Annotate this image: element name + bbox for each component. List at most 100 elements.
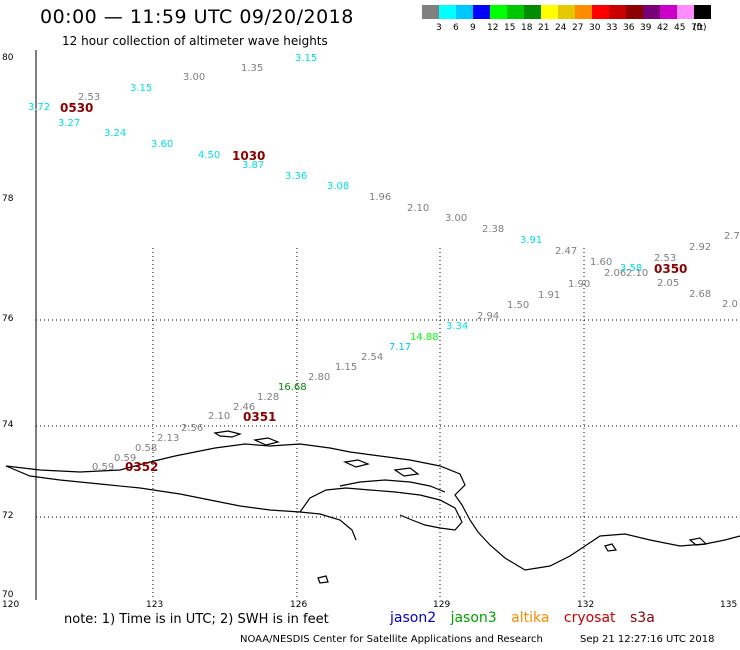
colorbar-tick-label: 27 xyxy=(572,23,584,33)
colorbar-swatch xyxy=(456,5,473,19)
credit-line: NOAA/NESDIS Center for Satellite Applica… xyxy=(240,634,543,645)
pass-time-label: 0352 xyxy=(125,460,159,474)
wave-height-label: 2.56 xyxy=(181,423,204,434)
colorbar-swatch xyxy=(490,5,507,19)
wave-height-label: 3.00 xyxy=(183,72,206,83)
pass-time-label: 0351 xyxy=(243,410,277,424)
wave-height-label: 1.35 xyxy=(241,63,264,74)
lat-label: 80 xyxy=(2,53,14,63)
wave-height-label: 1.91 xyxy=(538,290,561,301)
lat-label: 76 xyxy=(2,314,14,324)
satellite-legend-item: cryosat xyxy=(563,610,616,626)
wave-height-label: 1.50 xyxy=(507,300,530,311)
colorbar-tick-label: 6 xyxy=(453,23,459,33)
colorbar-tick-label: 70 xyxy=(691,23,703,33)
lon-label: 129 xyxy=(433,600,451,610)
colorbar-tick-label: 30 xyxy=(589,23,601,33)
wave-height-label: 2.0 xyxy=(722,299,738,310)
colorbar-swatch xyxy=(694,5,711,19)
colorbar-swatch xyxy=(473,5,490,19)
wave-height-label: 1.28 xyxy=(257,392,280,403)
wave-height-label: 2.10 xyxy=(407,203,430,214)
lon-label: 123 xyxy=(146,600,164,610)
wave-height-label: 0.58 xyxy=(135,443,158,454)
wave-height-label: 2.7 xyxy=(724,231,740,242)
wave-height-label: 3.87 xyxy=(242,160,265,171)
pass-time-label: 0530 xyxy=(60,101,94,115)
wave-height-label: 3.72 xyxy=(28,102,51,113)
colorbar-swatch xyxy=(660,5,677,19)
colorbar-swatch xyxy=(626,5,643,19)
colorbar-tick-label: 3 xyxy=(436,23,442,33)
wave-height-label: 7.17 xyxy=(389,342,412,353)
wave-height-label: 3.24 xyxy=(104,128,127,139)
wave-height-label: 2.68 xyxy=(689,289,712,300)
wave-height-label: 3.15 xyxy=(130,83,153,94)
lon-label: 135 xyxy=(720,600,738,610)
wave-height-label: 14.88 xyxy=(410,332,439,343)
wave-height-label: 2.38 xyxy=(482,224,505,235)
wave-height-label: 2.10 xyxy=(208,411,231,422)
wave-height-label: 2.47 xyxy=(555,246,578,257)
wave-height-label: 1.96 xyxy=(369,192,392,203)
wave-height-label: 2.53 xyxy=(654,253,677,264)
map-subtitle: 12 hour collection of altimeter wave hei… xyxy=(62,34,328,48)
wave-height-label: 3.08 xyxy=(327,181,350,192)
colorbar-tick-label: 36 xyxy=(623,23,635,33)
wave-height-label: 2.53 xyxy=(78,92,101,103)
wave-height-label: 3.15 xyxy=(295,53,318,64)
wave-height-label: 2.92 xyxy=(689,242,712,253)
colorbar-unit-label: (ft) xyxy=(693,23,707,33)
satellite-legend-item: altika xyxy=(511,610,550,626)
colorbar-tick-label: 45 xyxy=(674,23,686,33)
colorbar-swatch xyxy=(643,5,660,19)
wave-height-label: 1.90 xyxy=(568,279,591,290)
colorbar-tick-label: 15 xyxy=(504,23,516,33)
coastline xyxy=(5,430,740,584)
wave-height-label: 4.50 xyxy=(198,150,221,161)
satellite-legend-item: jason2 xyxy=(390,610,437,626)
colorbar-tick-label: 12 xyxy=(487,23,499,33)
wave-height-label: 3.60 xyxy=(151,139,174,150)
wave-height-label: 1.60 xyxy=(590,257,613,268)
colorbar-swatch xyxy=(575,5,592,19)
graticule xyxy=(36,248,740,600)
wave-height-label: 0.59 xyxy=(92,462,115,473)
lat-label: 70 xyxy=(2,590,14,600)
lon-label: 120 xyxy=(2,600,20,610)
colorbar-swatch xyxy=(524,5,541,19)
colorbar-tick-label: 39 xyxy=(640,23,652,33)
footnote: note: 1) Time is in UTC; 2) SWH is in fe… xyxy=(64,612,329,627)
wave-height-label: 2.94 xyxy=(477,311,500,322)
lon-label: 126 xyxy=(290,600,308,610)
lat-label: 74 xyxy=(2,420,14,430)
colorbar-swatch xyxy=(422,5,439,19)
wave-height-label: 16.68 xyxy=(278,382,307,393)
colorbar-swatch xyxy=(541,5,558,19)
colorbar-tick-label: 24 xyxy=(555,23,567,33)
colorbar-swatch xyxy=(558,5,575,19)
colorbar-swatch xyxy=(439,5,456,19)
wave-height-label: 2.06 xyxy=(604,268,627,279)
satellite-legend: jason2 jason3 altika cryosat s3a xyxy=(390,610,665,626)
wave-height-label: 0.59 xyxy=(114,453,137,464)
colorbar-swatch xyxy=(677,5,694,19)
colorbar-tick-label: 9 xyxy=(470,23,476,33)
wave-height-label: 2.13 xyxy=(157,433,180,444)
colorbar-tick-label: 21 xyxy=(538,23,550,33)
wave-height-label: 2.54 xyxy=(361,352,384,363)
lon-label: 132 xyxy=(577,600,595,610)
wave-height-label: 2.46 xyxy=(233,402,256,413)
colorbar-swatch xyxy=(592,5,609,19)
satellite-legend-item: s3a xyxy=(630,610,655,626)
map-title: 00:00 — 11:59 UTC 09/20/2018 xyxy=(40,6,354,28)
wave-height-label: 3.34 xyxy=(446,321,469,332)
pass-time-label: 0350 xyxy=(654,262,688,276)
colorbar-tick-label: 42 xyxy=(657,23,669,33)
colorbar-swatch xyxy=(609,5,626,19)
satellite-legend-item: jason3 xyxy=(450,610,497,626)
lat-label: 78 xyxy=(2,194,14,204)
wave-height-label: 1.15 xyxy=(335,362,358,373)
colorbar-tick-label: 33 xyxy=(606,23,618,33)
